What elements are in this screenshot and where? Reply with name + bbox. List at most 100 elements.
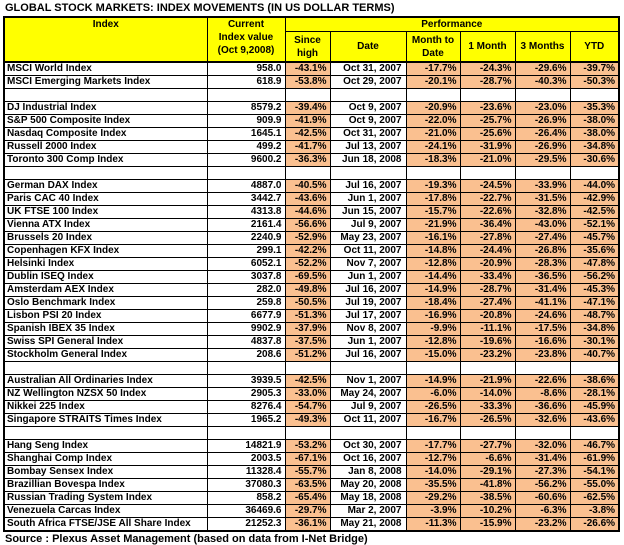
spacer-cell [569, 88, 620, 102]
three-months: -23.0% [514, 101, 571, 115]
current-value: 6677.9 [206, 309, 286, 323]
month-to-date: -14.0% [405, 465, 461, 479]
three-months: -32.8% [514, 205, 571, 219]
three-months: -31.4% [514, 452, 571, 466]
month-to-date: -12.8% [405, 257, 461, 271]
current-value: 2003.5 [206, 452, 286, 466]
index-name: S&P 500 Composite Index [3, 114, 208, 128]
spacer-cell [206, 361, 286, 375]
table-row: Russian Trading System Index 858.2 -65.4% M… [3, 491, 620, 505]
index-name: MSCI World Index [3, 61, 208, 76]
spacer-cell [329, 166, 407, 180]
one-month: -27.8% [459, 231, 516, 245]
table-row: South Africa FTSE/JSE All Share Index 212… [3, 517, 620, 532]
month-to-date: -19.3% [405, 179, 461, 193]
three-months: -8.6% [514, 387, 571, 401]
since-high: -51.3% [284, 309, 331, 323]
high-date: May 20, 2008 [329, 478, 407, 492]
high-date: Jun 18, 2008 [329, 153, 407, 167]
spacer-row [3, 166, 620, 180]
three-months: -23.8% [514, 348, 571, 362]
spacer-cell [3, 88, 208, 102]
spacer-cell [206, 426, 286, 440]
current-value: 3939.5 [206, 374, 286, 388]
spacer-cell [514, 426, 571, 440]
spacer-cell [3, 426, 208, 440]
current-label-line2: Index value [218, 32, 274, 43]
current-value: 37080.3 [206, 478, 286, 492]
index-name: NZ Wellington NZSX 50 Index [3, 387, 208, 401]
table-row: MSCI World Index 958.0 -43.1% Oct 31, 2007-… [3, 61, 620, 76]
index-name: Helsinki Index [3, 257, 208, 271]
index-name: UK FTSE 100 Index [3, 205, 208, 219]
index-name: Russell 2000 Index [3, 140, 208, 154]
month-to-date: -9.9% [405, 322, 461, 336]
table-row: Lisbon PSI 20 Index 6677.9 -51.3% Jul 17, 2… [3, 309, 620, 323]
current-value: 2161.4 [206, 218, 286, 232]
high-date: Jul 16, 2007 [329, 179, 407, 193]
current-value: 1965.2 [206, 413, 286, 427]
one-month: -14.0% [459, 387, 516, 401]
one-month: -6.6% [459, 452, 516, 466]
three-months: -31.5% [514, 192, 571, 206]
one-month: -25.6% [459, 127, 516, 141]
month-to-date: -17.7% [405, 61, 461, 76]
spacer-cell [329, 361, 407, 375]
spacer-cell [459, 166, 516, 180]
spacer-cell [569, 361, 620, 375]
one-month: -20.9% [459, 257, 516, 271]
one-month: -33.4% [459, 270, 516, 284]
one-month: -22.6% [459, 205, 516, 219]
column-header-since-high: Since high [284, 31, 331, 63]
spacer-cell [329, 88, 407, 102]
ytd: -45.9% [569, 400, 620, 414]
column-header-date: Date [329, 31, 407, 63]
high-date: Oct 31, 2007 [329, 127, 407, 141]
current-value: 499.2 [206, 140, 286, 154]
one-month: -24.5% [459, 179, 516, 193]
month-to-date: -15.7% [405, 205, 461, 219]
one-month: -41.8% [459, 478, 516, 492]
three-months: -36.6% [514, 400, 571, 414]
source-note: Source : Plexus Asset Management (based … [5, 533, 368, 545]
index-name: Dublin ISEQ Index [3, 270, 208, 284]
high-date: Jul 19, 2007 [329, 296, 407, 310]
table-row: Amsterdam AEX Index 282.0 -49.8% Jul 16, 20… [3, 283, 620, 297]
high-date: Jun 1, 2007 [329, 335, 407, 349]
ytd: -34.8% [569, 140, 620, 154]
current-value: 2240.9 [206, 231, 286, 245]
ytd: -61.9% [569, 452, 620, 466]
ytd: -26.6% [569, 517, 620, 532]
high-date: May 21, 2008 [329, 517, 407, 532]
table-row: MSCI Emerging Markets Index 618.9 -53.8% Oc… [3, 75, 620, 89]
since-high: -51.2% [284, 348, 331, 362]
current-value: 259.8 [206, 296, 286, 310]
since-high: -52.2% [284, 257, 331, 271]
current-value: 3037.8 [206, 270, 286, 284]
month-to-date: -14.9% [405, 283, 461, 297]
index-name: Nikkei 225 Index [3, 400, 208, 414]
since-high: -55.7% [284, 465, 331, 479]
ytd: -55.0% [569, 478, 620, 492]
index-name: Vienna ATX Index [3, 218, 208, 232]
three-months: -22.6% [514, 374, 571, 388]
current-value: 36469.6 [206, 504, 286, 518]
ytd: -50.3% [569, 75, 620, 89]
table-row: Swiss SPI General Index 4837.8 -37.5% Jun 1… [3, 335, 620, 349]
high-date: May 18, 2008 [329, 491, 407, 505]
month-to-date: -24.1% [405, 140, 461, 154]
three-months: -43.0% [514, 218, 571, 232]
table-row: Brussels 20 Index 2240.9 -52.9% May 23, 200… [3, 231, 620, 245]
high-date: Jul 16, 2007 [329, 283, 407, 297]
since-high: -52.9% [284, 231, 331, 245]
since-high: -63.5% [284, 478, 331, 492]
table-row: Shanghai Comp Index 2003.5 -67.1% Oct 16, 2… [3, 452, 620, 466]
one-month: -31.9% [459, 140, 516, 154]
current-value: 958.0 [206, 61, 286, 76]
spacer-cell [514, 361, 571, 375]
spacer-cell [405, 426, 461, 440]
month-to-date: -15.0% [405, 348, 461, 362]
three-months: -27.4% [514, 231, 571, 245]
month-to-date: -14.8% [405, 244, 461, 258]
three-months: -26.9% [514, 140, 571, 154]
